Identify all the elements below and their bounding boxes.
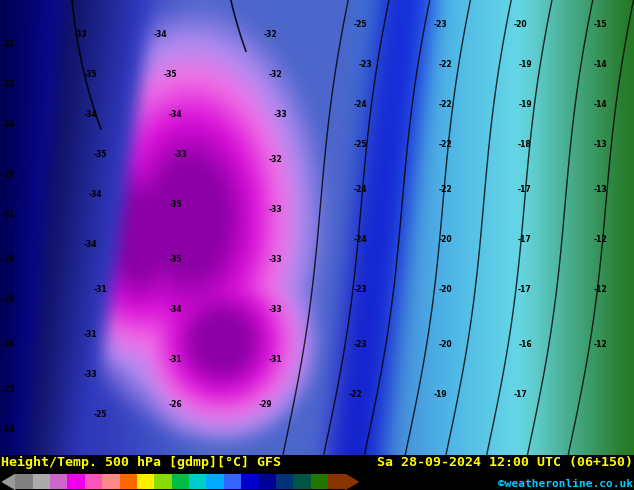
Bar [276, 474, 294, 490]
Text: -20: -20 [438, 340, 452, 349]
Text: -31: -31 [1, 40, 15, 49]
Text: -33: -33 [268, 305, 281, 314]
Text: -14: -14 [593, 99, 607, 109]
Text: -35: -35 [163, 70, 177, 78]
Text: -32: -32 [263, 29, 277, 39]
Bar [241, 474, 259, 490]
Text: -33: -33 [273, 110, 287, 119]
Text: -31: -31 [83, 330, 97, 339]
Text: -17: -17 [518, 185, 532, 194]
Text: -15: -15 [593, 20, 607, 28]
Text: -25: -25 [353, 20, 366, 28]
Text: -31: -31 [268, 355, 281, 364]
Text: -29: -29 [1, 170, 15, 179]
Text: -23: -23 [433, 20, 447, 28]
Text: -34: -34 [88, 190, 102, 199]
Bar [102, 474, 120, 490]
Text: -32: -32 [268, 155, 281, 164]
Text: -22: -22 [438, 140, 452, 149]
Text: ©weatheronline.co.uk: ©weatheronline.co.uk [498, 479, 633, 490]
Text: -13: -13 [593, 140, 607, 149]
Text: -35: -35 [168, 255, 182, 264]
Text: -23: -23 [358, 60, 372, 69]
Text: -25: -25 [93, 410, 107, 419]
Bar [259, 474, 276, 490]
Bar [154, 474, 172, 490]
Bar [207, 474, 224, 490]
Text: -34: -34 [83, 110, 97, 119]
Text: -17: -17 [513, 390, 527, 399]
Bar [15, 474, 32, 490]
Text: -25: -25 [353, 140, 366, 149]
Text: -35: -35 [83, 70, 97, 78]
Bar [224, 474, 241, 490]
Text: -13: -13 [593, 185, 607, 194]
Text: -34: -34 [153, 29, 167, 39]
Text: -33: -33 [268, 255, 281, 264]
Text: -26: -26 [168, 400, 182, 409]
Text: -33: -33 [268, 205, 281, 214]
FancyArrow shape [3, 474, 15, 490]
Bar [189, 474, 207, 490]
Text: -34: -34 [83, 240, 97, 249]
Text: -18: -18 [518, 140, 532, 149]
FancyArrow shape [346, 474, 358, 490]
Text: -31: -31 [93, 285, 107, 294]
Text: -22: -22 [438, 185, 452, 194]
Text: -17: -17 [518, 235, 532, 244]
Text: Sa 28-09-2024 12:00 UTC (06+150): Sa 28-09-2024 12:00 UTC (06+150) [377, 456, 633, 469]
Text: -17: -17 [518, 285, 532, 294]
Text: -24: -24 [1, 425, 15, 434]
Text: -35: -35 [93, 150, 107, 159]
Bar [120, 474, 137, 490]
Text: -22: -22 [438, 60, 452, 69]
Text: -16: -16 [518, 340, 532, 349]
Bar [172, 474, 189, 490]
Text: -33: -33 [173, 150, 187, 159]
Text: -34: -34 [168, 110, 182, 119]
Text: -20: -20 [438, 285, 452, 294]
Text: -12: -12 [593, 235, 607, 244]
Text: -24: -24 [353, 185, 367, 194]
Text: -31: -31 [168, 355, 182, 364]
Text: -28: -28 [1, 295, 15, 304]
Text: -34: -34 [1, 120, 15, 129]
Text: -22: -22 [438, 99, 452, 109]
Text: -20: -20 [438, 235, 452, 244]
Bar [311, 474, 328, 490]
Bar [50, 474, 67, 490]
Bar [294, 474, 311, 490]
Text: -33: -33 [1, 80, 15, 89]
Bar [85, 474, 102, 490]
Text: -12: -12 [593, 285, 607, 294]
Bar [32, 474, 50, 490]
Text: -12: -12 [593, 340, 607, 349]
Text: -19: -19 [518, 99, 532, 109]
Text: -25: -25 [1, 385, 15, 394]
Text: -33: -33 [73, 29, 87, 39]
Bar [328, 474, 346, 490]
Bar [67, 474, 85, 490]
Text: -20: -20 [513, 20, 527, 28]
Text: Height/Temp. 500 hPa [gdmp][°C] GFS: Height/Temp. 500 hPa [gdmp][°C] GFS [1, 456, 281, 469]
Text: -19: -19 [433, 390, 447, 399]
Text: -34: -34 [168, 305, 182, 314]
Text: -33: -33 [83, 370, 97, 379]
Bar [137, 474, 154, 490]
Text: -22: -22 [348, 390, 362, 399]
Text: -19: -19 [518, 60, 532, 69]
Text: -28: -28 [1, 255, 15, 264]
Text: -24: -24 [353, 99, 367, 109]
Text: -35: -35 [168, 200, 182, 209]
Text: -23: -23 [353, 340, 367, 349]
Text: -24: -24 [353, 235, 367, 244]
Text: -23: -23 [353, 285, 367, 294]
Text: -14: -14 [593, 60, 607, 69]
Text: -32: -32 [268, 70, 281, 78]
Text: -29: -29 [258, 400, 272, 409]
Text: -31: -31 [1, 210, 15, 219]
Text: -26: -26 [1, 340, 15, 349]
